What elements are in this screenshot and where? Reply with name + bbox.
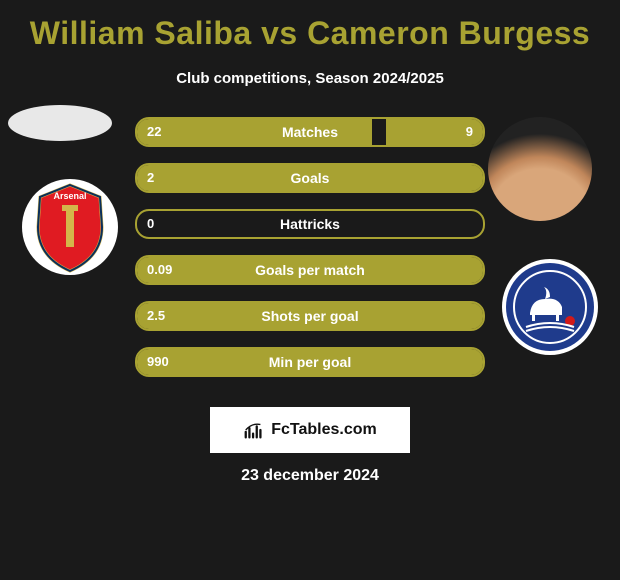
club-right-badge [500,257,600,357]
date-text: 23 december 2024 [0,467,620,485]
player-right-avatar [488,117,592,221]
arsenal-badge-icon: Arsenal [20,177,120,277]
stat-label: Hattricks [137,211,483,237]
page-title: William Saliba vs Cameron Burgess [0,15,620,52]
player-left-avatar [8,105,112,141]
club-left-badge: Arsenal [20,177,120,277]
stat-row-matches: 22 Matches 9 [135,117,485,147]
stat-bars: 22 Matches 9 2 Goals 0 Hattricks [135,117,485,393]
stat-row-goals: 2 Goals [135,163,485,193]
brand-text: FcTables.com [271,421,377,439]
stat-row-hattricks: 0 Hattricks [135,209,485,239]
stat-row-shots-per-goal: 2.5 Shots per goal [135,301,485,331]
ipswich-badge-icon [500,257,600,357]
stat-label: Matches [137,119,483,145]
fctables-logo-icon [243,419,265,441]
stat-value-right: 9 [466,119,473,145]
subtitle: Club competitions, Season 2024/2025 [0,70,620,87]
stat-label: Goals per match [137,257,483,283]
comparison-card: William Saliba vs Cameron Burgess Club c… [0,0,620,495]
stat-row-min-per-goal: 990 Min per goal [135,347,485,377]
stat-label: Shots per goal [137,303,483,329]
svg-text:Arsenal: Arsenal [53,191,86,201]
main-panel: Arsenal 22 Matches [0,117,620,397]
stat-label: Goals [137,165,483,191]
stat-row-goals-per-match: 0.09 Goals per match [135,255,485,285]
stat-label: Min per goal [137,349,483,375]
brand-badge[interactable]: FcTables.com [210,407,410,453]
